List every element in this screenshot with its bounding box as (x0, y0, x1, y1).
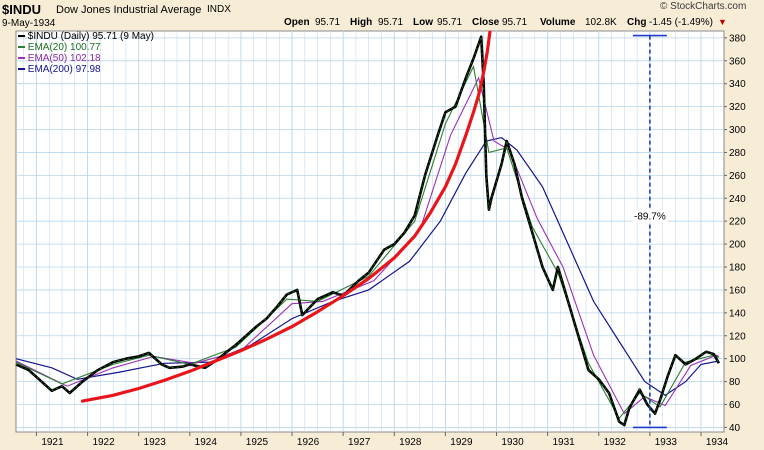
y-tick-label: 40 (729, 423, 741, 434)
y-tick-label: 100 (729, 354, 746, 365)
y-tick-label: 160 (729, 285, 746, 296)
legend-label-ema50: EMA(50) 102.18 (27, 53, 101, 64)
y-tick-label: 280 (729, 148, 746, 159)
legend-label-ema20: EMA(20) 100.77 (27, 42, 101, 53)
x-tick-label: 1924 (195, 437, 218, 448)
y-tick-label: 120 (729, 331, 746, 342)
y-tick-label: 260 (729, 171, 746, 182)
x-tick-label: 1928 (399, 437, 422, 448)
y-tick-label: 340 (729, 79, 746, 90)
legend-item-ema20: EMA(20) 100.77 (18, 42, 154, 53)
y-tick-label: 60 (729, 400, 741, 411)
volume-value: 102.8K (585, 17, 617, 28)
open-label: Open (284, 17, 310, 28)
legend-swatch-icon (18, 35, 25, 38)
chart-header: $INDU Dow Jones Industrial Average INDX … (0, 0, 764, 30)
x-tick-label: 1923 (144, 437, 167, 448)
legend: $INDU (Daily) 95.71 (9 May) EMA(20) 100.… (18, 31, 154, 75)
close-value: 95.71 (502, 17, 528, 28)
legend-swatch-icon (18, 46, 25, 49)
x-tick-label: 1933 (655, 437, 678, 448)
plot-area (15, 30, 725, 433)
close-label: Close (472, 17, 500, 28)
y-tick-label: 220 (729, 217, 746, 228)
legend-item-ema200: EMA(200) 97.98 (18, 64, 154, 75)
x-tick-label: 1934 (706, 437, 729, 448)
legend-swatch-icon (18, 57, 25, 60)
y-tick-label: 300 (729, 125, 746, 136)
price-line-accent (15, 36, 720, 426)
legend-item-price: $INDU (Daily) 95.71 (9 May) (18, 31, 154, 42)
measure-label: -89.7% (634, 212, 666, 223)
x-tick-label: 1922 (92, 437, 115, 448)
x-tick-label: 1925 (246, 437, 269, 448)
y-tick-label: 320 (729, 102, 746, 113)
y-tick-label: 200 (729, 240, 746, 251)
low-value: 95.71 (437, 17, 463, 28)
high-label: High (350, 17, 373, 28)
volume-label: Volume (540, 17, 576, 28)
y-tick-label: 80 (729, 377, 741, 388)
index-name: Dow Jones Industrial Average (56, 4, 202, 16)
measure-label-bg (631, 209, 668, 223)
chg-label: Chg (627, 17, 647, 28)
legend-label-price: $INDU (Daily) 95.71 (9 May) (27, 31, 154, 42)
exchange-label: INDX (207, 4, 231, 15)
x-tick-label: 1931 (553, 437, 576, 448)
legend-label-ema200: EMA(200) 97.98 (27, 64, 101, 75)
y-tick-label: 180 (729, 263, 746, 274)
date-label: 9-May-1934 (2, 18, 56, 29)
down-arrow-icon: ▼ (718, 17, 727, 27)
x-tick-label: 1932 (604, 437, 627, 448)
high-value: 95.71 (378, 17, 404, 28)
ema50-line (15, 76, 720, 415)
x-tick-label: 1926 (297, 437, 320, 448)
x-tick-label: 1930 (501, 437, 524, 448)
x-tick-label: 1929 (450, 437, 473, 448)
y-tick-label: 380 (729, 33, 746, 44)
legend-swatch-icon (18, 68, 25, 71)
y-tick-label: 360 (729, 56, 746, 67)
watermark: © StockCharts.com (660, 1, 747, 12)
low-label: Low (413, 17, 433, 28)
ema200-line (15, 136, 720, 397)
symbol-label: $INDU (2, 2, 42, 17)
open-value: 95.71 (315, 17, 341, 28)
parabolic-trend-line (80, 30, 492, 403)
legend-item-ema50: EMA(50) 102.18 (18, 53, 154, 64)
chg-value: -1.45 (-1.49%) (649, 17, 713, 28)
x-tick-label: 1927 (348, 437, 371, 448)
x-tick-label: 1921 (41, 437, 64, 448)
y-tick-label: 140 (729, 308, 746, 319)
ema20-line (15, 64, 720, 420)
y-tick-label: 240 (729, 194, 746, 205)
